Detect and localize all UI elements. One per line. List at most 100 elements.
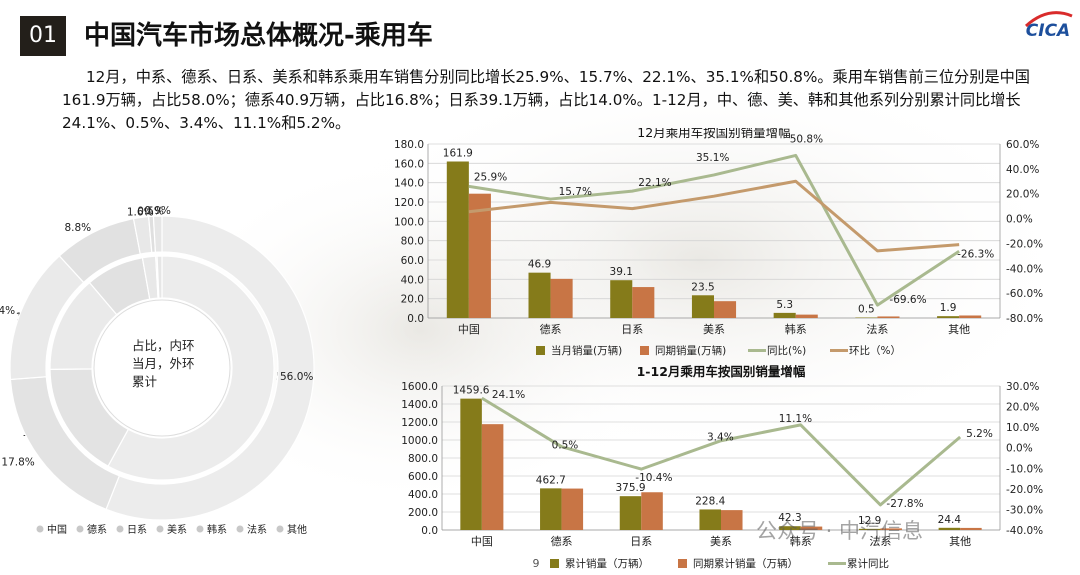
outer-ring-slice: [105, 215, 315, 521]
bar-data-label: 12.9: [858, 515, 881, 527]
outer-ring-label: 0.5%: [137, 205, 164, 217]
bar-data-label: 375.9: [615, 482, 645, 494]
bar-data-label: 5.3: [776, 299, 793, 311]
legend-label: 同比(%): [767, 344, 806, 357]
bar-previous: [877, 316, 900, 318]
y2-tick-label: -40.0%: [1006, 263, 1043, 275]
line-data-label: 25.9%: [474, 171, 507, 183]
wechat-watermark: 公众号 · 中汽信息: [756, 519, 924, 543]
page-number: 9: [533, 557, 540, 570]
bar-data-label: 46.9: [528, 259, 551, 271]
legend-swatch: [236, 525, 244, 533]
line-data-label: 5.2%: [966, 428, 993, 440]
legend-label: 当月销量(万辆): [551, 344, 622, 357]
line-data-label: 0.5%: [552, 440, 579, 452]
share-donut-chart: 58.0%16.8%14.0%8.4%1.9%0.2%0.7%56.0%17.8…: [0, 205, 315, 536]
cica-logo: CICA: [1024, 11, 1073, 41]
y2-tick-label: 10.0%: [1006, 422, 1039, 434]
legend-label: 法系: [247, 523, 267, 536]
bar-current: [937, 316, 960, 318]
bar-current: [938, 527, 961, 530]
y-tick-label: 60.0: [401, 255, 424, 267]
outer-ring-label: 17.8%: [1, 457, 34, 469]
x-tick-label: 德系: [540, 322, 562, 336]
legend-label: 累计同比: [847, 557, 889, 570]
legend-swatch: [76, 525, 84, 533]
donut-center-text: 累计: [132, 374, 157, 389]
bar-data-label: 462.7: [536, 474, 566, 486]
cumulative-sales-chart: 1-12月乘用车按国别销量增幅 0.0 200.0 400.0 600.0 800.0 10…: [401, 364, 1043, 570]
y-tick-label: 800.0: [408, 453, 438, 465]
legend-label: 其他: [287, 523, 307, 536]
line-data-label: 24.1%: [492, 389, 525, 401]
legend-swatch: [116, 525, 124, 533]
x-tick-label: 法系: [866, 322, 888, 336]
y2-tick-label: 40.0%: [1006, 164, 1039, 176]
legend-swatch: [156, 525, 164, 533]
y-tick-label: 100.0: [394, 216, 424, 228]
y-tick-label: 0.0: [407, 313, 424, 325]
y-tick-label: 0.0: [421, 525, 438, 537]
y2-tick-label: 0.0%: [1006, 443, 1033, 455]
series-line-mom: [468, 179, 960, 253]
y-tick-label: 40.0: [401, 274, 424, 286]
bar-previous: [721, 510, 743, 530]
y2-tick-label: -20.0%: [1006, 484, 1043, 496]
inner-ring-slice: [156, 255, 163, 299]
x-tick-label: 美系: [710, 535, 732, 548]
bar-previous: [960, 527, 982, 530]
y-tick-label: 1200.0: [401, 417, 438, 429]
line-data-label: -10.4%: [635, 472, 672, 484]
bar-data-label: 23.5: [691, 281, 714, 293]
bar-data-label: 228.4: [695, 495, 725, 507]
x-tick-label: 法系: [869, 534, 891, 548]
y2-tick-label: -10.0%: [1006, 463, 1043, 475]
bar-current: [528, 272, 551, 318]
line-data-label: 11.1%: [779, 413, 812, 425]
y2-tick-label: 60.0%: [1006, 139, 1039, 151]
y-tick-label: 20.0: [401, 294, 424, 306]
legend-swatch: [550, 559, 559, 568]
bar-previous: [795, 314, 818, 318]
bar-data-label: 24.4: [938, 514, 962, 526]
y-tick-label: 1400.0: [401, 399, 438, 411]
y2-tick-label: 20.0%: [1006, 402, 1039, 414]
chart-title: 1-12月乘用车按国别销量增幅: [637, 364, 806, 379]
line-data-label: 3.4%: [707, 432, 734, 444]
legend-label: 同期累计销量（万辆）: [693, 557, 798, 570]
line-data-label: 50.8%: [790, 133, 823, 145]
bar-current: [540, 488, 562, 530]
chart-title: 12月乘用车按国别销量增幅: [637, 128, 790, 140]
y2-tick-label: -60.0%: [1006, 288, 1043, 300]
bar-current: [446, 161, 469, 318]
legend-label: 韩系: [207, 523, 227, 536]
bar-current: [691, 295, 714, 318]
line-data-label: -69.6%: [889, 294, 926, 306]
y2-tick-label: 30.0%: [1006, 381, 1039, 393]
legend-label: 美系: [167, 523, 187, 536]
line-data-label: -27.8%: [886, 498, 923, 510]
y-tick-label: 200.0: [408, 507, 438, 519]
line-data-label: 35.1%: [696, 152, 729, 164]
series-line-yoy: [468, 153, 960, 307]
bar-data-label: 39.1: [610, 266, 633, 278]
legend-label: 中国: [47, 523, 67, 536]
outer-ring-label: 8.8%: [64, 222, 91, 234]
outer-ring-slice: [152, 215, 163, 253]
monthly-sales-chart: 12月乘用车按国别销量增幅 0.0 20.0 40.0 60.0 80.0 100.0 120…: [394, 128, 1043, 357]
x-tick-label: 韩系: [790, 534, 812, 548]
y-tick-label: 180.0: [394, 139, 424, 151]
y-tick-label: 120.0: [394, 197, 424, 209]
line-data-label: -26.3%: [957, 248, 994, 260]
legend-label: 累计销量（万辆）: [565, 557, 649, 570]
y2-tick-label: 0.0%: [1006, 214, 1033, 226]
y-tick-label: 1000.0: [401, 435, 438, 447]
y2-tick-label: -80.0%: [1006, 313, 1043, 325]
legend-label: 环比（%）: [849, 344, 901, 357]
legend-swatch: [196, 525, 204, 533]
bar-data-label: 1.9: [940, 302, 957, 314]
y-tick-label: 400.0: [408, 489, 438, 501]
x-tick-label: 中国: [471, 535, 493, 548]
x-tick-label: 中国: [458, 323, 480, 336]
x-tick-label: 德系: [551, 534, 573, 548]
